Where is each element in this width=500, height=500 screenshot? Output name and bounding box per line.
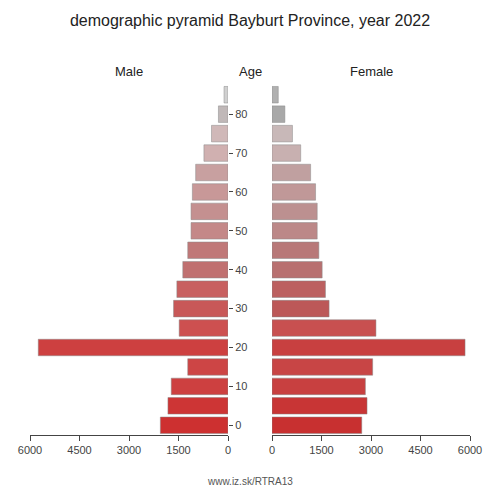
svg-text:10: 10	[235, 380, 247, 392]
svg-text:3000: 3000	[359, 444, 383, 456]
svg-text:Female: Female	[350, 64, 393, 79]
svg-text:1500: 1500	[309, 444, 333, 456]
svg-text:0: 0	[235, 419, 241, 431]
svg-text:Male: Male	[115, 64, 143, 79]
svg-text:1500: 1500	[166, 444, 190, 456]
svg-text:Age: Age	[239, 64, 262, 79]
svg-text:www.iz.sk/RTRA13: www.iz.sk/RTRA13	[207, 476, 293, 487]
svg-text:6000: 6000	[458, 444, 482, 456]
svg-text:30: 30	[235, 302, 247, 314]
svg-text:70: 70	[235, 147, 247, 159]
svg-text:3000: 3000	[117, 444, 141, 456]
svg-text:4500: 4500	[408, 444, 432, 456]
svg-text:0: 0	[225, 444, 231, 456]
svg-text:4500: 4500	[67, 444, 91, 456]
svg-text:40: 40	[235, 264, 247, 276]
svg-text:80: 80	[235, 108, 247, 120]
svg-text:20: 20	[235, 341, 247, 353]
svg-text:60: 60	[235, 186, 247, 198]
svg-text:6000: 6000	[18, 444, 42, 456]
svg-text:50: 50	[235, 225, 247, 237]
svg-text:demographic pyramid Bayburt Pr: demographic pyramid Bayburt Province, ye…	[70, 12, 430, 29]
svg-text:0: 0	[269, 444, 275, 456]
